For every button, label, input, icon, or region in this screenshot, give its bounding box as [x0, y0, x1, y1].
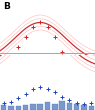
Bar [15, 106, 21, 110]
Text: B: B [3, 2, 10, 11]
Bar [89, 106, 94, 110]
Bar [74, 104, 80, 110]
Bar [59, 101, 65, 110]
Bar [52, 104, 58, 110]
Bar [23, 105, 28, 110]
Bar [1, 105, 6, 110]
Bar [67, 103, 72, 110]
Bar [30, 104, 36, 110]
Bar [37, 104, 43, 110]
Bar [8, 106, 14, 110]
Bar [81, 105, 87, 110]
Bar [45, 102, 50, 110]
